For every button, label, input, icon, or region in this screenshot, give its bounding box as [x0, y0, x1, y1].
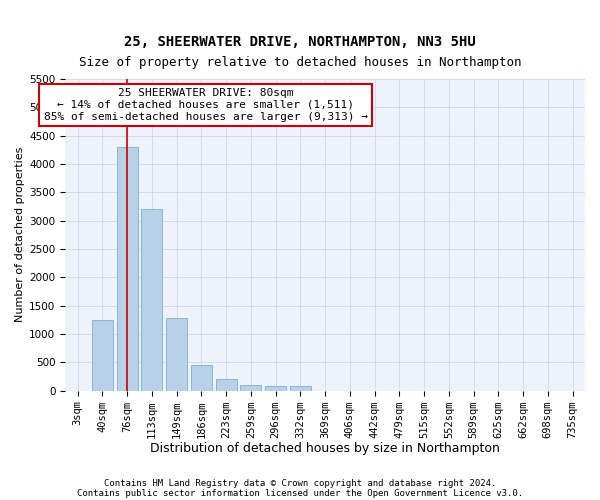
Bar — [240, 385, 262, 390]
Text: Contains HM Land Registry data © Crown copyright and database right 2024.: Contains HM Land Registry data © Crown c… — [104, 478, 496, 488]
Text: Size of property relative to detached houses in Northampton: Size of property relative to detached ho… — [79, 56, 521, 69]
Y-axis label: Number of detached properties: Number of detached properties — [15, 147, 25, 322]
Bar — [265, 386, 286, 390]
Text: 25, SHEERWATER DRIVE, NORTHAMPTON, NN3 5HU: 25, SHEERWATER DRIVE, NORTHAMPTON, NN3 5… — [124, 35, 476, 49]
Bar — [166, 318, 187, 390]
Bar — [191, 364, 212, 390]
Bar — [215, 380, 236, 390]
Text: Contains public sector information licensed under the Open Government Licence v3: Contains public sector information licen… — [77, 488, 523, 498]
Text: 25 SHEERWATER DRIVE: 80sqm
← 14% of detached houses are smaller (1,511)
85% of s: 25 SHEERWATER DRIVE: 80sqm ← 14% of deta… — [44, 88, 368, 122]
Bar — [92, 320, 113, 390]
Bar — [116, 147, 137, 390]
Bar — [141, 210, 163, 390]
X-axis label: Distribution of detached houses by size in Northampton: Distribution of detached houses by size … — [150, 442, 500, 455]
Bar — [290, 386, 311, 390]
